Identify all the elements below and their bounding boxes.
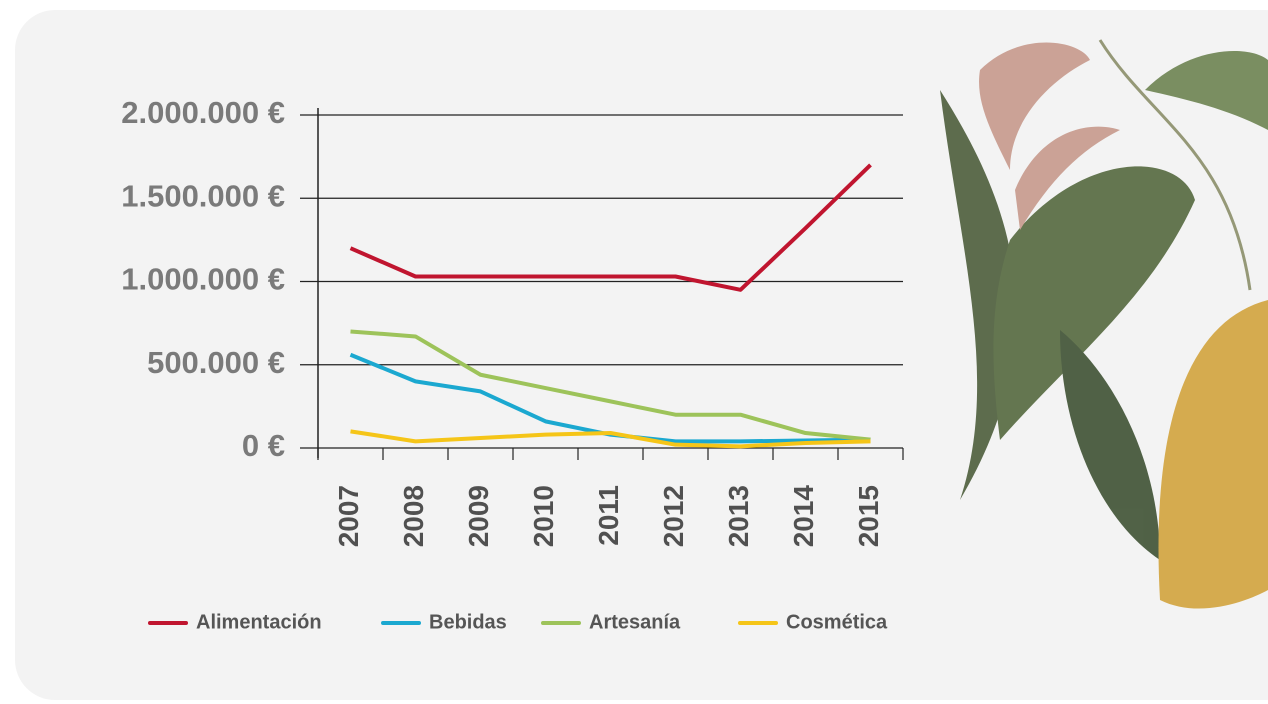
- x-tick-label: 2011: [593, 485, 624, 546]
- x-tick-label: 2010: [528, 485, 559, 547]
- legend-label: Artesanía: [589, 611, 681, 633]
- x-tick-label: 2008: [398, 485, 429, 547]
- x-tick-label: 2007: [333, 485, 364, 547]
- y-tick-label: 500.000 €: [147, 345, 285, 380]
- y-tick-label: 1.500.000 €: [121, 178, 285, 213]
- legend-label: Cosmética: [786, 611, 888, 633]
- y-tick-label: 0 €: [242, 428, 285, 463]
- legend-label: Alimentación: [196, 611, 322, 633]
- x-tick-label: 2009: [463, 485, 494, 547]
- x-tick-label: 2012: [658, 485, 689, 547]
- x-tick-label: 2013: [723, 485, 754, 547]
- x-tick-label: 2014: [788, 485, 819, 548]
- line-series: [350, 329, 871, 442]
- y-tick-label: 2.000.000 €: [121, 95, 285, 130]
- line-series: [350, 429, 871, 449]
- line-series: [349, 163, 872, 292]
- legend-label: Bebidas: [429, 611, 507, 633]
- y-tick-label: 1.000.000 €: [121, 262, 285, 297]
- plant-illustration: [940, 39, 1268, 609]
- x-tick-label: 2015: [853, 485, 884, 547]
